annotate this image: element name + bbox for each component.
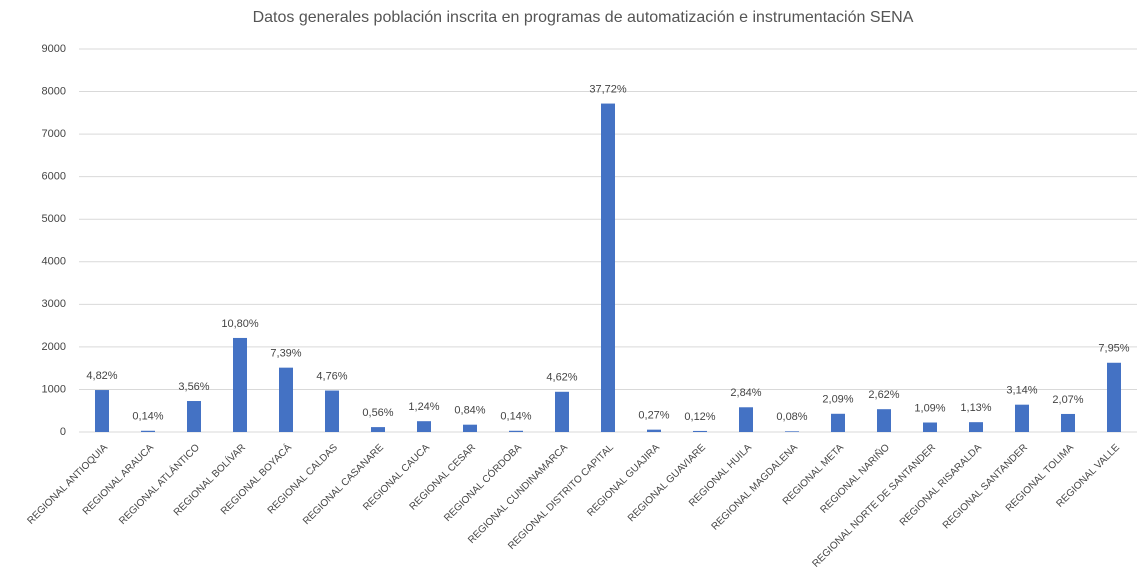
data-label: 0,08% — [776, 411, 807, 423]
chart-title: Datos generales población inscrita en pr… — [253, 9, 914, 26]
x-tick-label: REGIONAL ATLÁNTICO — [116, 441, 202, 527]
data-label: 1,09% — [914, 402, 945, 414]
bar — [279, 367, 293, 432]
bar — [233, 337, 247, 432]
data-label: 4,82% — [86, 370, 117, 382]
data-label: 10,80% — [221, 318, 259, 330]
y-tick-label: 5000 — [42, 213, 66, 225]
y-tick-label: 4000 — [42, 256, 66, 268]
bar — [1015, 404, 1029, 432]
x-tick-label: REGIONAL CASANARE — [301, 442, 386, 527]
bar — [417, 421, 431, 432]
data-label: 2,84% — [730, 387, 761, 399]
x-tick-label: REGIONAL CÓRDOBA — [441, 441, 524, 524]
data-label: 1,13% — [960, 402, 991, 414]
data-label: 4,76% — [316, 370, 347, 382]
bar — [647, 429, 661, 432]
data-label: 0,27% — [638, 410, 669, 422]
data-label: 7,39% — [270, 348, 301, 360]
data-label: 2,62% — [868, 389, 899, 401]
bar — [877, 409, 891, 432]
bar — [693, 430, 707, 432]
bar — [1061, 413, 1075, 432]
bar — [187, 401, 201, 432]
bar — [325, 390, 339, 432]
bar — [923, 422, 937, 432]
bar — [463, 424, 477, 432]
data-label: 1,24% — [408, 401, 439, 413]
data-label: 0,56% — [362, 407, 393, 419]
bar — [371, 427, 385, 432]
y-tick-label: 6000 — [42, 171, 66, 183]
x-tick-label: REGIONAL SANTANDER — [941, 442, 1030, 531]
data-label: 0,12% — [684, 411, 715, 423]
bar — [785, 431, 799, 432]
data-label: 7,95% — [1098, 343, 1129, 355]
y-tick-label: 1000 — [42, 383, 66, 395]
y-tick-label: 7000 — [42, 128, 66, 140]
data-label: 0,14% — [500, 411, 531, 423]
y-tick-label: 8000 — [42, 85, 66, 97]
y-tick-label: 3000 — [42, 298, 66, 310]
bar — [95, 390, 109, 432]
bar — [739, 407, 753, 432]
data-label: 37,72% — [589, 83, 627, 95]
bar — [601, 103, 615, 433]
data-label: 0,14% — [132, 411, 163, 423]
data-label: 3,14% — [1006, 385, 1037, 397]
y-tick-label: 9000 — [42, 43, 66, 55]
data-label: 3,56% — [178, 381, 209, 393]
bar — [509, 430, 523, 432]
data-label: 0,84% — [454, 405, 485, 417]
bar — [555, 391, 569, 432]
data-label: 4,62% — [546, 372, 577, 384]
bar — [969, 422, 983, 432]
data-label: 2,09% — [822, 394, 853, 406]
x-tick-label: REGIONAL ANTIOQUIA — [25, 442, 110, 527]
data-label: 2,07% — [1052, 394, 1083, 406]
bar — [141, 430, 155, 432]
x-tick-label: REGIONAL RISARALDA — [898, 442, 984, 528]
y-tick-label: 2000 — [42, 341, 66, 353]
x-tick-label: REGIONAL CUNDINAMARCA — [466, 442, 570, 546]
bar — [1107, 362, 1121, 432]
bar — [831, 413, 845, 432]
x-tick-label: REGIONAL GUAVIARE — [626, 442, 708, 524]
x-tick-label: REGIONAL MAGDALENA — [710, 442, 801, 533]
y-tick-label: 0 — [60, 426, 66, 438]
